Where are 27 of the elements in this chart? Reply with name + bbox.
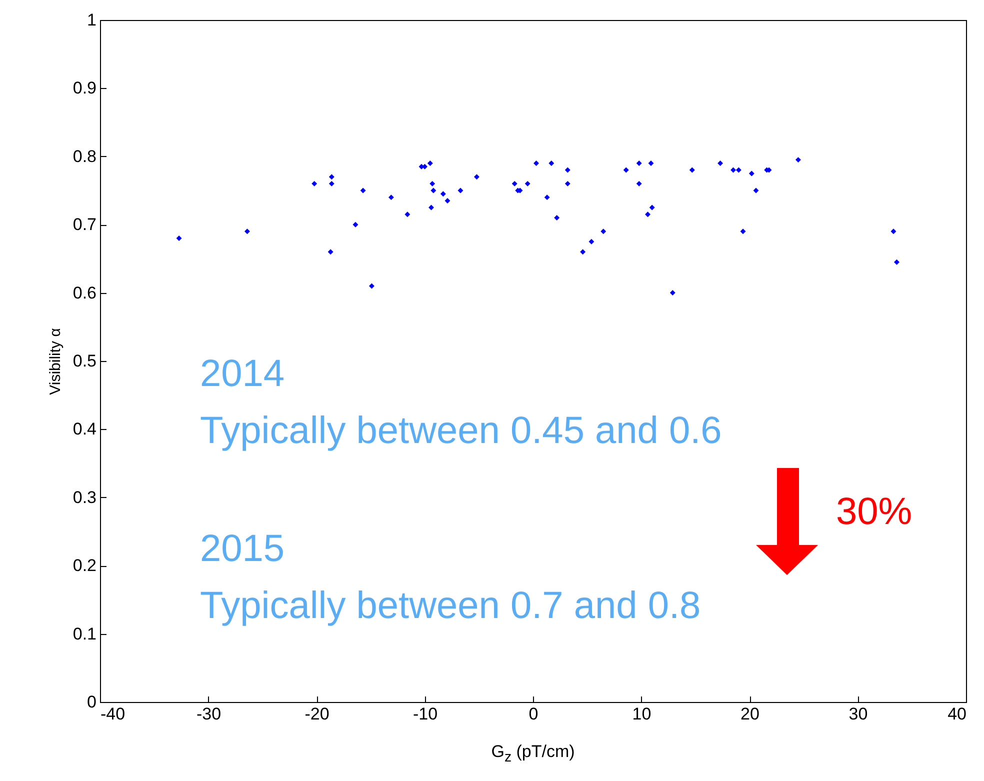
y-tick-label: 0 xyxy=(87,692,96,712)
annotation: Typically between 0.45 and 0.6 xyxy=(200,410,722,452)
x-tick-label: -40 xyxy=(100,704,126,724)
x-tick-label: -20 xyxy=(304,704,330,724)
y-tick-label: 0.8 xyxy=(72,146,96,166)
x-tick-label: 30 xyxy=(848,704,868,724)
annotation: 2014 xyxy=(200,353,285,395)
x-tick-label: 0 xyxy=(528,704,538,724)
y-tick-label: 0.6 xyxy=(72,283,96,302)
y-tick-label: 0.7 xyxy=(72,215,96,234)
annotation: 30% xyxy=(836,491,912,533)
x-axis-title: G$_{z}$ (pT/cm) xyxy=(490,742,576,766)
annotation: 2015 xyxy=(200,528,285,570)
y-tick-label: 0.4 xyxy=(72,420,96,439)
y-tick-label: 0.5 xyxy=(72,352,96,370)
x-tick-label: 40 xyxy=(948,704,966,724)
x-tick-label: 20 xyxy=(740,704,760,724)
x-tick-label: -30 xyxy=(196,704,222,724)
y-tick-label: 1 xyxy=(87,10,96,30)
annotation: Typically between 0.7 and 0.8 xyxy=(200,585,701,627)
y-tick-label: 0.2 xyxy=(72,556,96,576)
x-tick-label: -10 xyxy=(412,704,438,724)
y-tick-label: 0.9 xyxy=(72,78,96,98)
y-tick-label: 0.3 xyxy=(72,488,96,507)
x-tick-label: 10 xyxy=(632,704,652,724)
y-axis-title: Visibility α xyxy=(46,328,64,395)
y-tick-label: 0.1 xyxy=(72,624,96,644)
